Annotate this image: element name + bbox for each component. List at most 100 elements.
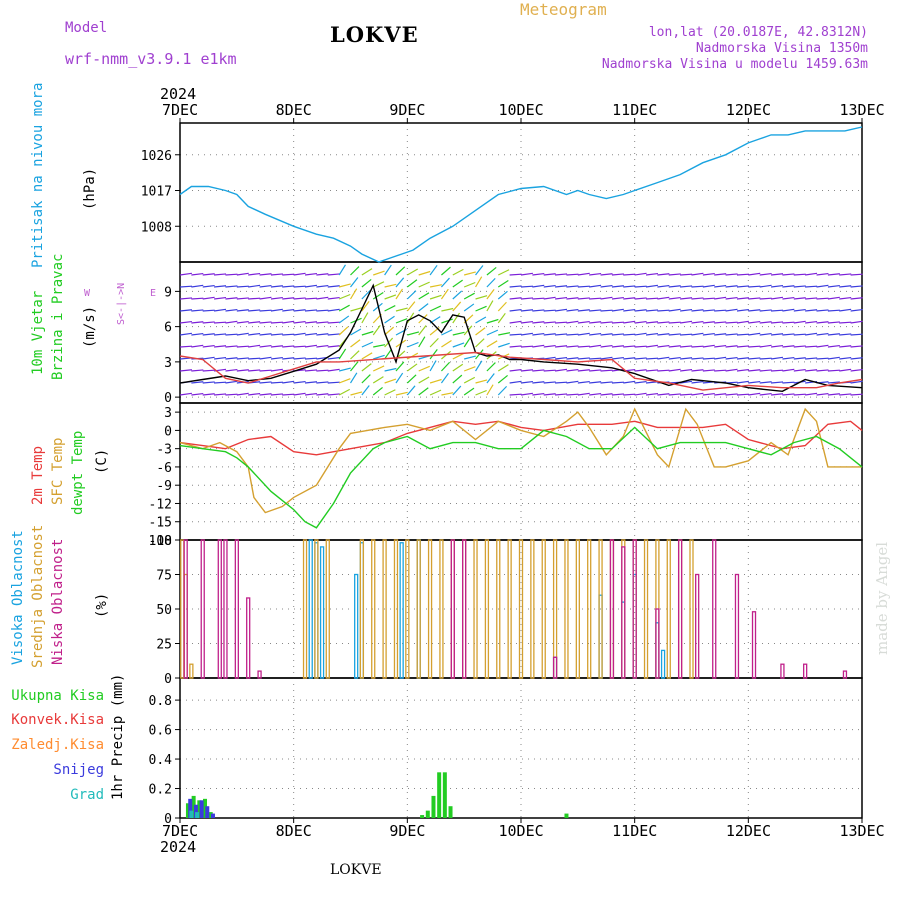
wind-arrow [634, 369, 647, 372]
wind-arrow [304, 344, 318, 348]
bar [442, 772, 447, 818]
wind-arrow [497, 312, 506, 324]
wind-arrow [452, 279, 463, 288]
wind-arrow [600, 296, 613, 300]
wind-arrow [259, 381, 272, 384]
bar [185, 803, 190, 818]
wind-arrow [702, 309, 715, 312]
wind-arrow [691, 357, 704, 360]
wind-arrow [497, 374, 508, 384]
wind-arrow [555, 308, 568, 312]
wind-arrow [611, 321, 624, 324]
wind-arrow [850, 357, 863, 360]
wind-arrow [191, 344, 204, 348]
wind-arrow [543, 344, 556, 348]
wind-arrow [282, 333, 295, 336]
bottom-year: 2024 [160, 838, 197, 856]
wind-arrow [259, 369, 272, 372]
bar [598, 539, 603, 679]
y-tick-label: 0 [164, 424, 172, 439]
bar [205, 806, 210, 818]
wind-arrow [452, 342, 465, 348]
wind-arrow [623, 393, 636, 396]
wind-arrow [304, 272, 318, 276]
wind-arrow [395, 266, 406, 276]
wind-arrow [543, 381, 556, 384]
wind-arrow [350, 339, 361, 348]
wind-arrow [714, 284, 727, 288]
wind-arrow [316, 284, 329, 288]
wind-arrow [555, 333, 568, 336]
wind-arrow [475, 360, 483, 372]
wind-arrow [395, 361, 405, 372]
wind-arrow [497, 301, 507, 312]
wind-arrow [657, 284, 670, 288]
wind-arrow [214, 333, 227, 336]
wind-arrow [577, 272, 590, 276]
wind-arrow [657, 333, 670, 336]
wind-arrow [827, 369, 840, 372]
wind-arrow [555, 273, 568, 276]
wind-arrow [293, 297, 306, 300]
panel-frame [179, 677, 863, 819]
wind-arrow [384, 294, 397, 300]
wind-arrow [520, 345, 534, 348]
wind-arrow [497, 290, 508, 300]
wind-arrow [805, 320, 818, 324]
wind-arrow [179, 297, 193, 300]
wind-arrow [589, 357, 602, 360]
elevation-label: Nadmorska Visina 1350m [695, 41, 868, 56]
y-tick-label: -6 [156, 461, 172, 476]
wind-arrow [657, 321, 670, 324]
bar [195, 812, 200, 818]
bar [325, 539, 330, 679]
wind-arrow [691, 309, 704, 312]
wind-arrow [793, 273, 806, 276]
wind-arrow [304, 297, 318, 300]
wind-arrow [577, 369, 590, 372]
wind-arrow [270, 308, 283, 312]
wind-arrow [327, 333, 340, 336]
wind-arrow [520, 380, 533, 384]
wind-arrow [214, 393, 227, 396]
wind-arrow [202, 369, 215, 372]
legend-total-rain: Ukupna Kisa [11, 688, 104, 704]
wind-arrow [543, 356, 556, 360]
wind-arrow [816, 284, 829, 288]
bar [314, 539, 319, 679]
date-label: 12DEC [725, 822, 771, 840]
compass-e: E [150, 288, 157, 299]
wind-arrow [680, 357, 693, 360]
wind-arrow [338, 367, 351, 372]
wind-arrow [793, 320, 806, 324]
wind-arrow [248, 321, 261, 324]
wind-arrow [645, 332, 659, 336]
wind-arrow [577, 309, 590, 312]
wind-arrow [202, 321, 215, 324]
wind-arrow [384, 367, 397, 372]
wind-arrow [668, 333, 681, 336]
y-tick-label: -12 [149, 497, 172, 512]
wind-arrow [191, 284, 204, 288]
wind-arrow [202, 381, 215, 384]
wind-arrow [725, 285, 738, 288]
wind-arrow [532, 321, 545, 324]
date-label: 11DEC [612, 101, 658, 119]
wind-arrow [520, 369, 533, 372]
wind-arrow [225, 393, 238, 396]
y-tick-label: 6 [164, 321, 172, 336]
wind-arrow [657, 344, 670, 348]
wind-arrow [816, 309, 829, 312]
wind-arrow [611, 273, 624, 276]
wind-arrow [202, 309, 215, 312]
wind-arrow [361, 374, 371, 384]
wind-arrow [589, 272, 602, 276]
wind-arrow [725, 273, 738, 276]
wind-arrow [555, 296, 568, 300]
wind-arrow [304, 284, 318, 288]
wind-arrow [702, 272, 715, 276]
wind-arrow [452, 374, 463, 384]
wind-arrow [816, 332, 829, 336]
wind-arrow [577, 320, 590, 324]
bar [473, 539, 478, 679]
